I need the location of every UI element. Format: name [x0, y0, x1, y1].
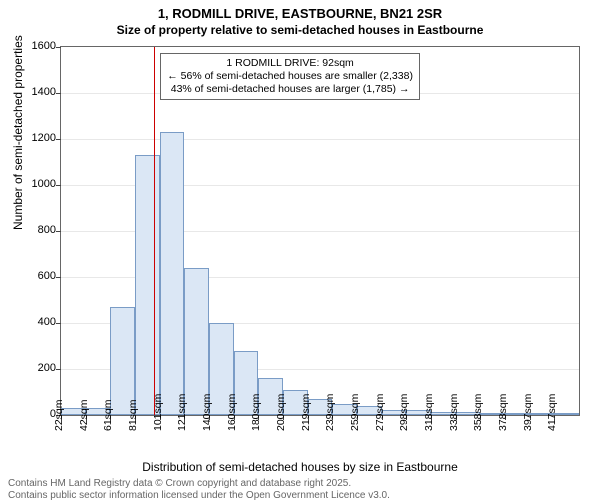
y-tick-mark — [56, 231, 61, 232]
y-tick-mark — [56, 369, 61, 370]
y-tick-mark — [56, 139, 61, 140]
y-tick-mark — [56, 277, 61, 278]
x-tick-label: 219sqm — [300, 430, 312, 431]
y-tick-label: 400 — [38, 316, 56, 328]
x-tick-label: 358sqm — [472, 430, 484, 431]
y-tick-mark — [56, 47, 61, 48]
annotation-box: 1 RODMILL DRIVE: 92sqm← 56% of semi-deta… — [160, 53, 420, 100]
root: 1, RODMILL DRIVE, EASTBOURNE, BN21 2SR S… — [0, 0, 600, 500]
footer-text: Contains HM Land Registry data © Crown c… — [8, 478, 390, 502]
y-tick-label: 1000 — [32, 178, 56, 190]
histogram-bar — [135, 155, 160, 415]
x-tick-label: 200sqm — [275, 430, 287, 431]
title-main: 1, RODMILL DRIVE, EASTBOURNE, BN21 2SR — [0, 6, 600, 21]
x-tick-label: 298sqm — [398, 430, 410, 431]
x-tick-label: 22sqm — [53, 430, 65, 431]
x-tick-label: 42sqm — [78, 430, 90, 431]
y-tick-mark — [56, 93, 61, 94]
x-tick-label: 417sqm — [546, 430, 558, 431]
y-tick-label: 800 — [38, 224, 56, 236]
y-tick-label: 200 — [38, 362, 56, 374]
reference-line — [154, 47, 155, 415]
histogram-bar — [554, 413, 579, 415]
x-tick-label: 239sqm — [324, 430, 336, 431]
x-tick-label: 279sqm — [374, 430, 386, 431]
title-block: 1, RODMILL DRIVE, EASTBOURNE, BN21 2SR S… — [0, 0, 600, 37]
y-tick-mark — [56, 185, 61, 186]
x-tick-label: 61sqm — [102, 430, 114, 431]
annotation-line3: 43% of semi-detached houses are larger (… — [167, 83, 413, 96]
y-tick-label: 1600 — [32, 40, 56, 52]
gridline — [61, 139, 579, 140]
x-tick-label: 140sqm — [201, 430, 213, 431]
x-tick-label: 318sqm — [423, 430, 435, 431]
x-tick-label: 378sqm — [497, 430, 509, 431]
x-axis-caption: Distribution of semi-detached houses by … — [0, 460, 600, 474]
title-sub: Size of property relative to semi-detach… — [0, 23, 600, 37]
y-tick-label: 600 — [38, 270, 56, 282]
x-tick-label: 160sqm — [226, 430, 238, 431]
histogram-bar — [160, 132, 185, 415]
x-tick-label: 101sqm — [152, 430, 164, 431]
x-tick-label: 259sqm — [349, 430, 361, 431]
footer-line1: Contains HM Land Registry data © Crown c… — [8, 478, 390, 490]
y-tick-mark — [56, 323, 61, 324]
x-tick-label: 81sqm — [127, 430, 139, 431]
y-tick-label: 1200 — [32, 132, 56, 144]
x-tick-label: 397sqm — [522, 430, 534, 431]
y-tick-label: 1400 — [32, 86, 56, 98]
chart-area: 1 RODMILL DRIVE: 92sqm← 56% of semi-deta… — [60, 46, 580, 416]
histogram-bar — [184, 268, 209, 415]
y-axis-label: Number of semi-detached properties — [11, 35, 25, 230]
footer-line2: Contains public sector information licen… — [8, 490, 390, 502]
annotation-line1: 1 RODMILL DRIVE: 92sqm — [167, 57, 413, 70]
x-tick-label: 338sqm — [448, 430, 460, 431]
annotation-line2: ← 56% of semi-detached houses are smalle… — [167, 70, 413, 83]
x-tick-label: 121sqm — [176, 430, 188, 431]
x-tick-label: 180sqm — [250, 430, 262, 431]
